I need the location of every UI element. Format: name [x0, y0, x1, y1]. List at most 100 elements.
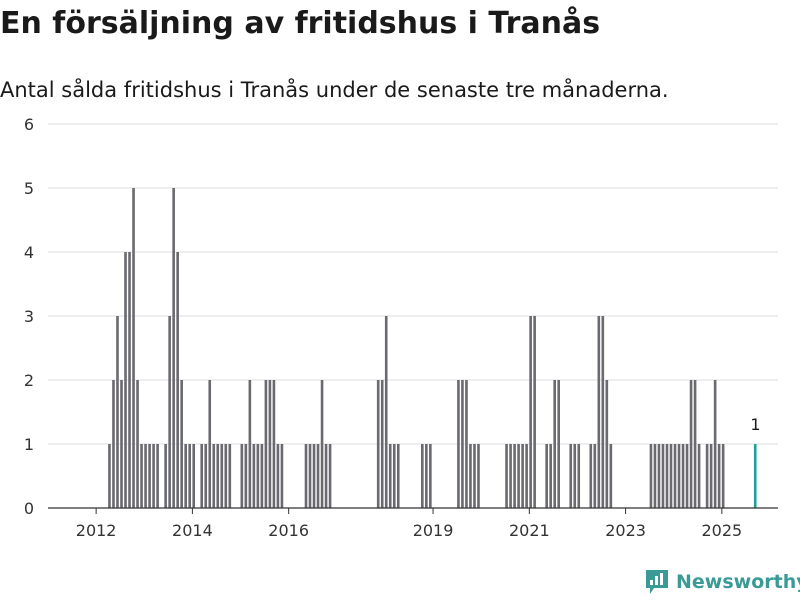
bar — [220, 444, 224, 508]
bar — [549, 444, 552, 508]
bar — [380, 380, 384, 508]
bar — [156, 444, 159, 508]
bar — [669, 444, 673, 508]
axes: 0 1 2 3 4 5 6 1 2012 2014 2016 2019 2021 2023 2025 — [24, 115, 778, 540]
y-tick-label: 4 — [24, 243, 34, 262]
bar — [180, 380, 183, 508]
bar — [132, 188, 135, 508]
bar — [665, 444, 669, 508]
bar — [192, 444, 196, 508]
bar — [128, 252, 131, 508]
bar — [256, 444, 260, 508]
bar — [168, 316, 171, 508]
bar — [705, 444, 709, 508]
bar — [116, 316, 119, 508]
x-tick-label: 2014 — [172, 521, 213, 540]
bar — [709, 444, 713, 508]
bar — [136, 380, 139, 508]
bar — [216, 444, 220, 508]
highlight-bar — [753, 444, 757, 508]
bar — [517, 444, 520, 508]
bar — [244, 444, 248, 508]
bar — [589, 444, 593, 508]
bar — [208, 380, 212, 508]
y-tick-label: 1 — [24, 435, 34, 454]
bar — [212, 444, 216, 508]
bar — [184, 444, 187, 508]
y-tick-label: 0 — [24, 499, 34, 518]
bar — [120, 380, 123, 508]
bar — [673, 444, 677, 508]
bar — [525, 444, 528, 508]
bar — [172, 188, 175, 508]
bar — [384, 316, 388, 508]
bar — [324, 444, 328, 508]
bar — [264, 380, 268, 508]
bar — [112, 380, 115, 508]
y-tick-label: 5 — [24, 179, 34, 198]
bar — [204, 444, 208, 508]
bar — [272, 380, 276, 508]
bar — [685, 444, 689, 508]
bar — [164, 444, 167, 508]
bar — [513, 444, 516, 508]
chart-subtitle: Antal sålda fritidshus i Tranås under de… — [0, 78, 669, 102]
bar — [509, 444, 512, 508]
bar — [609, 444, 613, 508]
bar — [717, 444, 721, 508]
x-tick-label: 2023 — [605, 521, 646, 540]
bar — [461, 380, 464, 508]
bar — [392, 444, 396, 508]
bar — [228, 444, 232, 508]
bar — [396, 444, 400, 508]
bar — [308, 444, 312, 508]
newsworthy-logo-icon — [646, 570, 668, 594]
bar-chart: 0 1 2 3 4 5 6 1 2012 2014 2016 2019 2021 2023 2025 — [24, 115, 778, 540]
bar — [653, 444, 657, 508]
bar — [557, 380, 561, 508]
bar — [268, 380, 272, 508]
bar — [328, 444, 332, 508]
bar — [569, 444, 573, 508]
bar — [593, 444, 597, 508]
bar — [477, 444, 480, 508]
bar — [521, 444, 524, 508]
bar — [657, 444, 661, 508]
bar — [316, 444, 320, 508]
bar — [597, 316, 601, 508]
bar — [240, 444, 244, 508]
bar — [601, 316, 605, 508]
bar — [553, 380, 556, 508]
bar — [505, 444, 508, 508]
bar — [545, 444, 548, 508]
bar — [320, 380, 324, 508]
x-tick-label: 2025 — [701, 521, 742, 540]
bar — [429, 444, 432, 508]
bar — [605, 380, 609, 508]
bar — [260, 444, 264, 508]
bar — [144, 444, 147, 508]
bar — [388, 444, 392, 508]
bar — [681, 444, 685, 508]
y-tick-label: 3 — [24, 307, 34, 326]
bar — [224, 444, 228, 508]
y-tick-label: 2 — [24, 371, 34, 390]
bar — [473, 444, 476, 508]
gridlines — [48, 123, 778, 445]
bar — [713, 380, 717, 508]
bar — [421, 444, 424, 508]
newsworthy-brand[interactable]: Newsworthy — [644, 568, 800, 596]
chart-title: En försäljning av fritidshus i Tranås — [0, 6, 601, 41]
bar — [677, 444, 681, 508]
bar — [577, 444, 581, 508]
bar — [304, 444, 308, 508]
bar — [312, 444, 316, 508]
bar — [649, 444, 653, 508]
bar — [252, 444, 256, 508]
bars — [108, 188, 757, 508]
bar — [280, 444, 284, 508]
bar — [661, 444, 665, 508]
bar — [721, 444, 725, 508]
bar — [188, 444, 191, 508]
x-tick-label: 2021 — [509, 521, 550, 540]
